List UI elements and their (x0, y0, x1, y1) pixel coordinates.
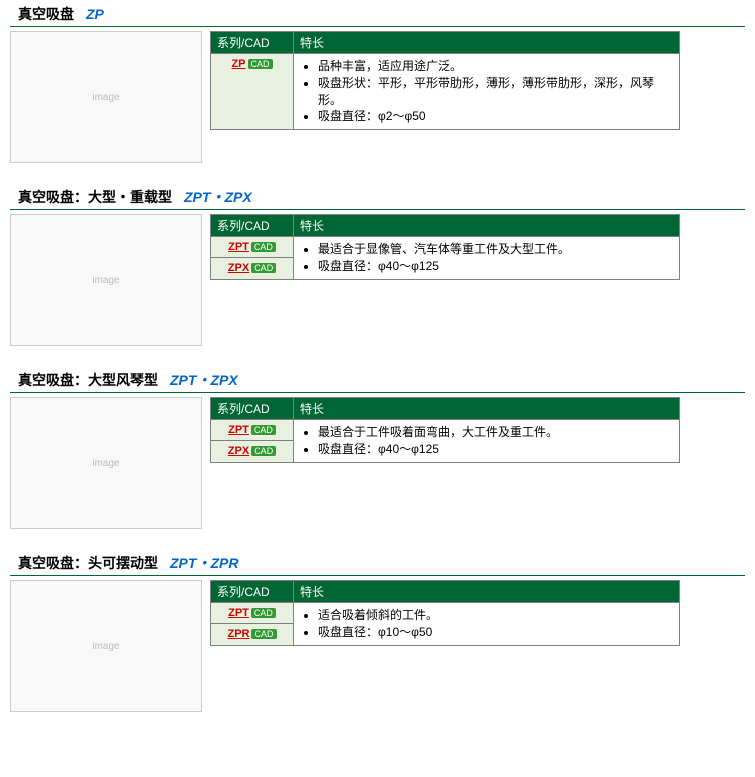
cad-badge[interactable]: CAD (251, 446, 276, 456)
th-series: 系列/CAD (211, 215, 294, 237)
feature-item: 吸盘直径：φ40～φ125 (318, 258, 673, 275)
feature-item: 吸盘直径：φ40～φ125 (318, 441, 673, 458)
series-link[interactable]: ZPX (228, 445, 249, 457)
feature-list: 最适合于显像管、汽车体等重工件及大型工件。吸盘直径：φ40～φ125 (318, 241, 673, 275)
th-series: 系列/CAD (211, 32, 294, 54)
series-cell: ZPCAD (211, 54, 294, 130)
th-feature: 特长 (294, 398, 680, 420)
section-header: 真空吸盘：头可摆动型 ZPT・ZPR (10, 549, 745, 576)
section-body: image系列/CAD特长ZPCAD品种丰富，适应用途广泛。吸盘形状：平形，平形… (10, 31, 745, 163)
section-title-code: ZPT・ZPR (170, 555, 238, 571)
spec-table: 系列/CAD特长ZPTCAD最适合于显像管、汽车体等重工件及大型工件。吸盘直径：… (210, 214, 680, 280)
cad-badge[interactable]: CAD (251, 263, 276, 273)
section-body: image系列/CAD特长ZPTCAD适合吸着倾斜的工件。吸盘直径：φ10～φ5… (10, 580, 745, 712)
feature-cell: 品种丰富，适应用途广泛。吸盘形状：平形，平形带肋形，薄形，薄形带肋形，深形，风琴… (294, 54, 680, 130)
series-cell: ZPTCAD (211, 603, 294, 624)
product-section: 真空吸盘：头可摆动型ZPT・ZPRimage系列/CAD特长ZPTCAD适合吸着… (0, 549, 755, 712)
th-series: 系列/CAD (211, 398, 294, 420)
section-header: 真空吸盘：大型・重载型 ZPT・ZPX (10, 183, 745, 210)
spec-table: 系列/CAD特长ZPCAD品种丰富，适应用途广泛。吸盘形状：平形，平形带肋形，薄… (210, 31, 680, 130)
feature-item: 最适合于工件吸着面弯曲，大工件及重工件。 (318, 424, 673, 441)
spec-table: 系列/CAD特长ZPTCAD适合吸着倾斜的工件。吸盘直径：φ10～φ50ZPRC… (210, 580, 680, 646)
cad-badge[interactable]: CAD (251, 242, 276, 252)
section-body: image系列/CAD特长ZPTCAD最适合于显像管、汽车体等重工件及大型工件。… (10, 214, 745, 346)
section-title-code: ZPT・ZPX (184, 189, 252, 205)
feature-item: 吸盘直径：φ10～φ50 (318, 624, 673, 641)
series-link[interactable]: ZP (231, 58, 245, 70)
feature-list: 品种丰富，适应用途广泛。吸盘形状：平形，平形带肋形，薄形，薄形带肋形，深形，风琴… (318, 58, 673, 125)
feature-list: 适合吸着倾斜的工件。吸盘直径：φ10～φ50 (318, 607, 673, 641)
feature-list: 最适合于工件吸着面弯曲，大工件及重工件。吸盘直径：φ40～φ125 (318, 424, 673, 458)
table-row: ZPTCAD最适合于显像管、汽车体等重工件及大型工件。吸盘直径：φ40～φ125 (211, 237, 680, 258)
series-cell: ZPXCAD (211, 441, 294, 462)
feature-item: 最适合于显像管、汽车体等重工件及大型工件。 (318, 241, 673, 258)
table-row: ZPTCAD适合吸着倾斜的工件。吸盘直径：φ10～φ50 (211, 603, 680, 624)
product-section: 真空吸盘：大型・重载型ZPT・ZPXimage系列/CAD特长ZPTCAD最适合… (0, 183, 755, 346)
product-section: 真空吸盘ZPimage系列/CAD特长ZPCAD品种丰富，适应用途广泛。吸盘形状… (0, 0, 755, 163)
section-title-cn: 真空吸盘：头可摆动型 (18, 555, 158, 571)
series-cell: ZPRCAD (211, 624, 294, 645)
section-title-code: ZP (86, 6, 104, 22)
series-link[interactable]: ZPT (228, 424, 249, 436)
product-image: image (10, 580, 202, 712)
th-feature: 特长 (294, 581, 680, 603)
series-link[interactable]: ZPR (227, 628, 249, 640)
section-title-cn: 真空吸盘：大型・重载型 (18, 189, 172, 205)
product-image: image (10, 397, 202, 529)
feature-cell: 最适合于工件吸着面弯曲，大工件及重工件。吸盘直径：φ40～φ125 (294, 420, 680, 463)
feature-cell: 最适合于显像管、汽车体等重工件及大型工件。吸盘直径：φ40～φ125 (294, 237, 680, 280)
feature-item: 品种丰富，适应用途广泛。 (318, 58, 673, 75)
section-header: 真空吸盘 ZP (10, 0, 745, 27)
cad-badge[interactable]: CAD (251, 629, 276, 639)
section-body: image系列/CAD特长ZPTCAD最适合于工件吸着面弯曲，大工件及重工件。吸… (10, 397, 745, 529)
product-image: image (10, 31, 202, 163)
product-section: 真空吸盘：大型风琴型ZPT・ZPXimage系列/CAD特长ZPTCAD最适合于… (0, 366, 755, 529)
cad-badge[interactable]: CAD (251, 425, 276, 435)
th-feature: 特长 (294, 32, 680, 54)
feature-item: 吸盘直径：φ2～φ50 (318, 108, 673, 125)
cad-badge[interactable]: CAD (248, 59, 273, 69)
section-title-cn: 真空吸盘 (18, 6, 74, 22)
series-cell: ZPTCAD (211, 420, 294, 441)
series-cell: ZPTCAD (211, 237, 294, 258)
section-title-code: ZPT・ZPX (170, 372, 238, 388)
table-row: ZPCAD 品种丰富，适应用途广泛。吸盘形状：平形，平形带肋形，薄形，薄形带肋形，… (211, 54, 680, 130)
feature-cell: 适合吸着倾斜的工件。吸盘直径：φ10～φ50 (294, 603, 680, 646)
series-link[interactable]: ZPT (228, 241, 249, 253)
feature-item: 吸盘形状：平形，平形带肋形，薄形，薄形带肋形，深形，风琴形。 (318, 75, 673, 109)
spec-table: 系列/CAD特长ZPTCAD最适合于工件吸着面弯曲，大工件及重工件。吸盘直径：φ… (210, 397, 680, 463)
series-link[interactable]: ZPT (228, 607, 249, 619)
feature-item: 适合吸着倾斜的工件。 (318, 607, 673, 624)
cad-badge[interactable]: CAD (251, 608, 276, 618)
section-title-cn: 真空吸盘：大型风琴型 (18, 372, 158, 388)
series-cell: ZPXCAD (211, 258, 294, 279)
section-header: 真空吸盘：大型风琴型 ZPT・ZPX (10, 366, 745, 393)
table-row: ZPTCAD最适合于工件吸着面弯曲，大工件及重工件。吸盘直径：φ40～φ125 (211, 420, 680, 441)
th-series: 系列/CAD (211, 581, 294, 603)
series-link[interactable]: ZPX (228, 262, 249, 274)
product-image: image (10, 214, 202, 346)
th-feature: 特长 (294, 215, 680, 237)
